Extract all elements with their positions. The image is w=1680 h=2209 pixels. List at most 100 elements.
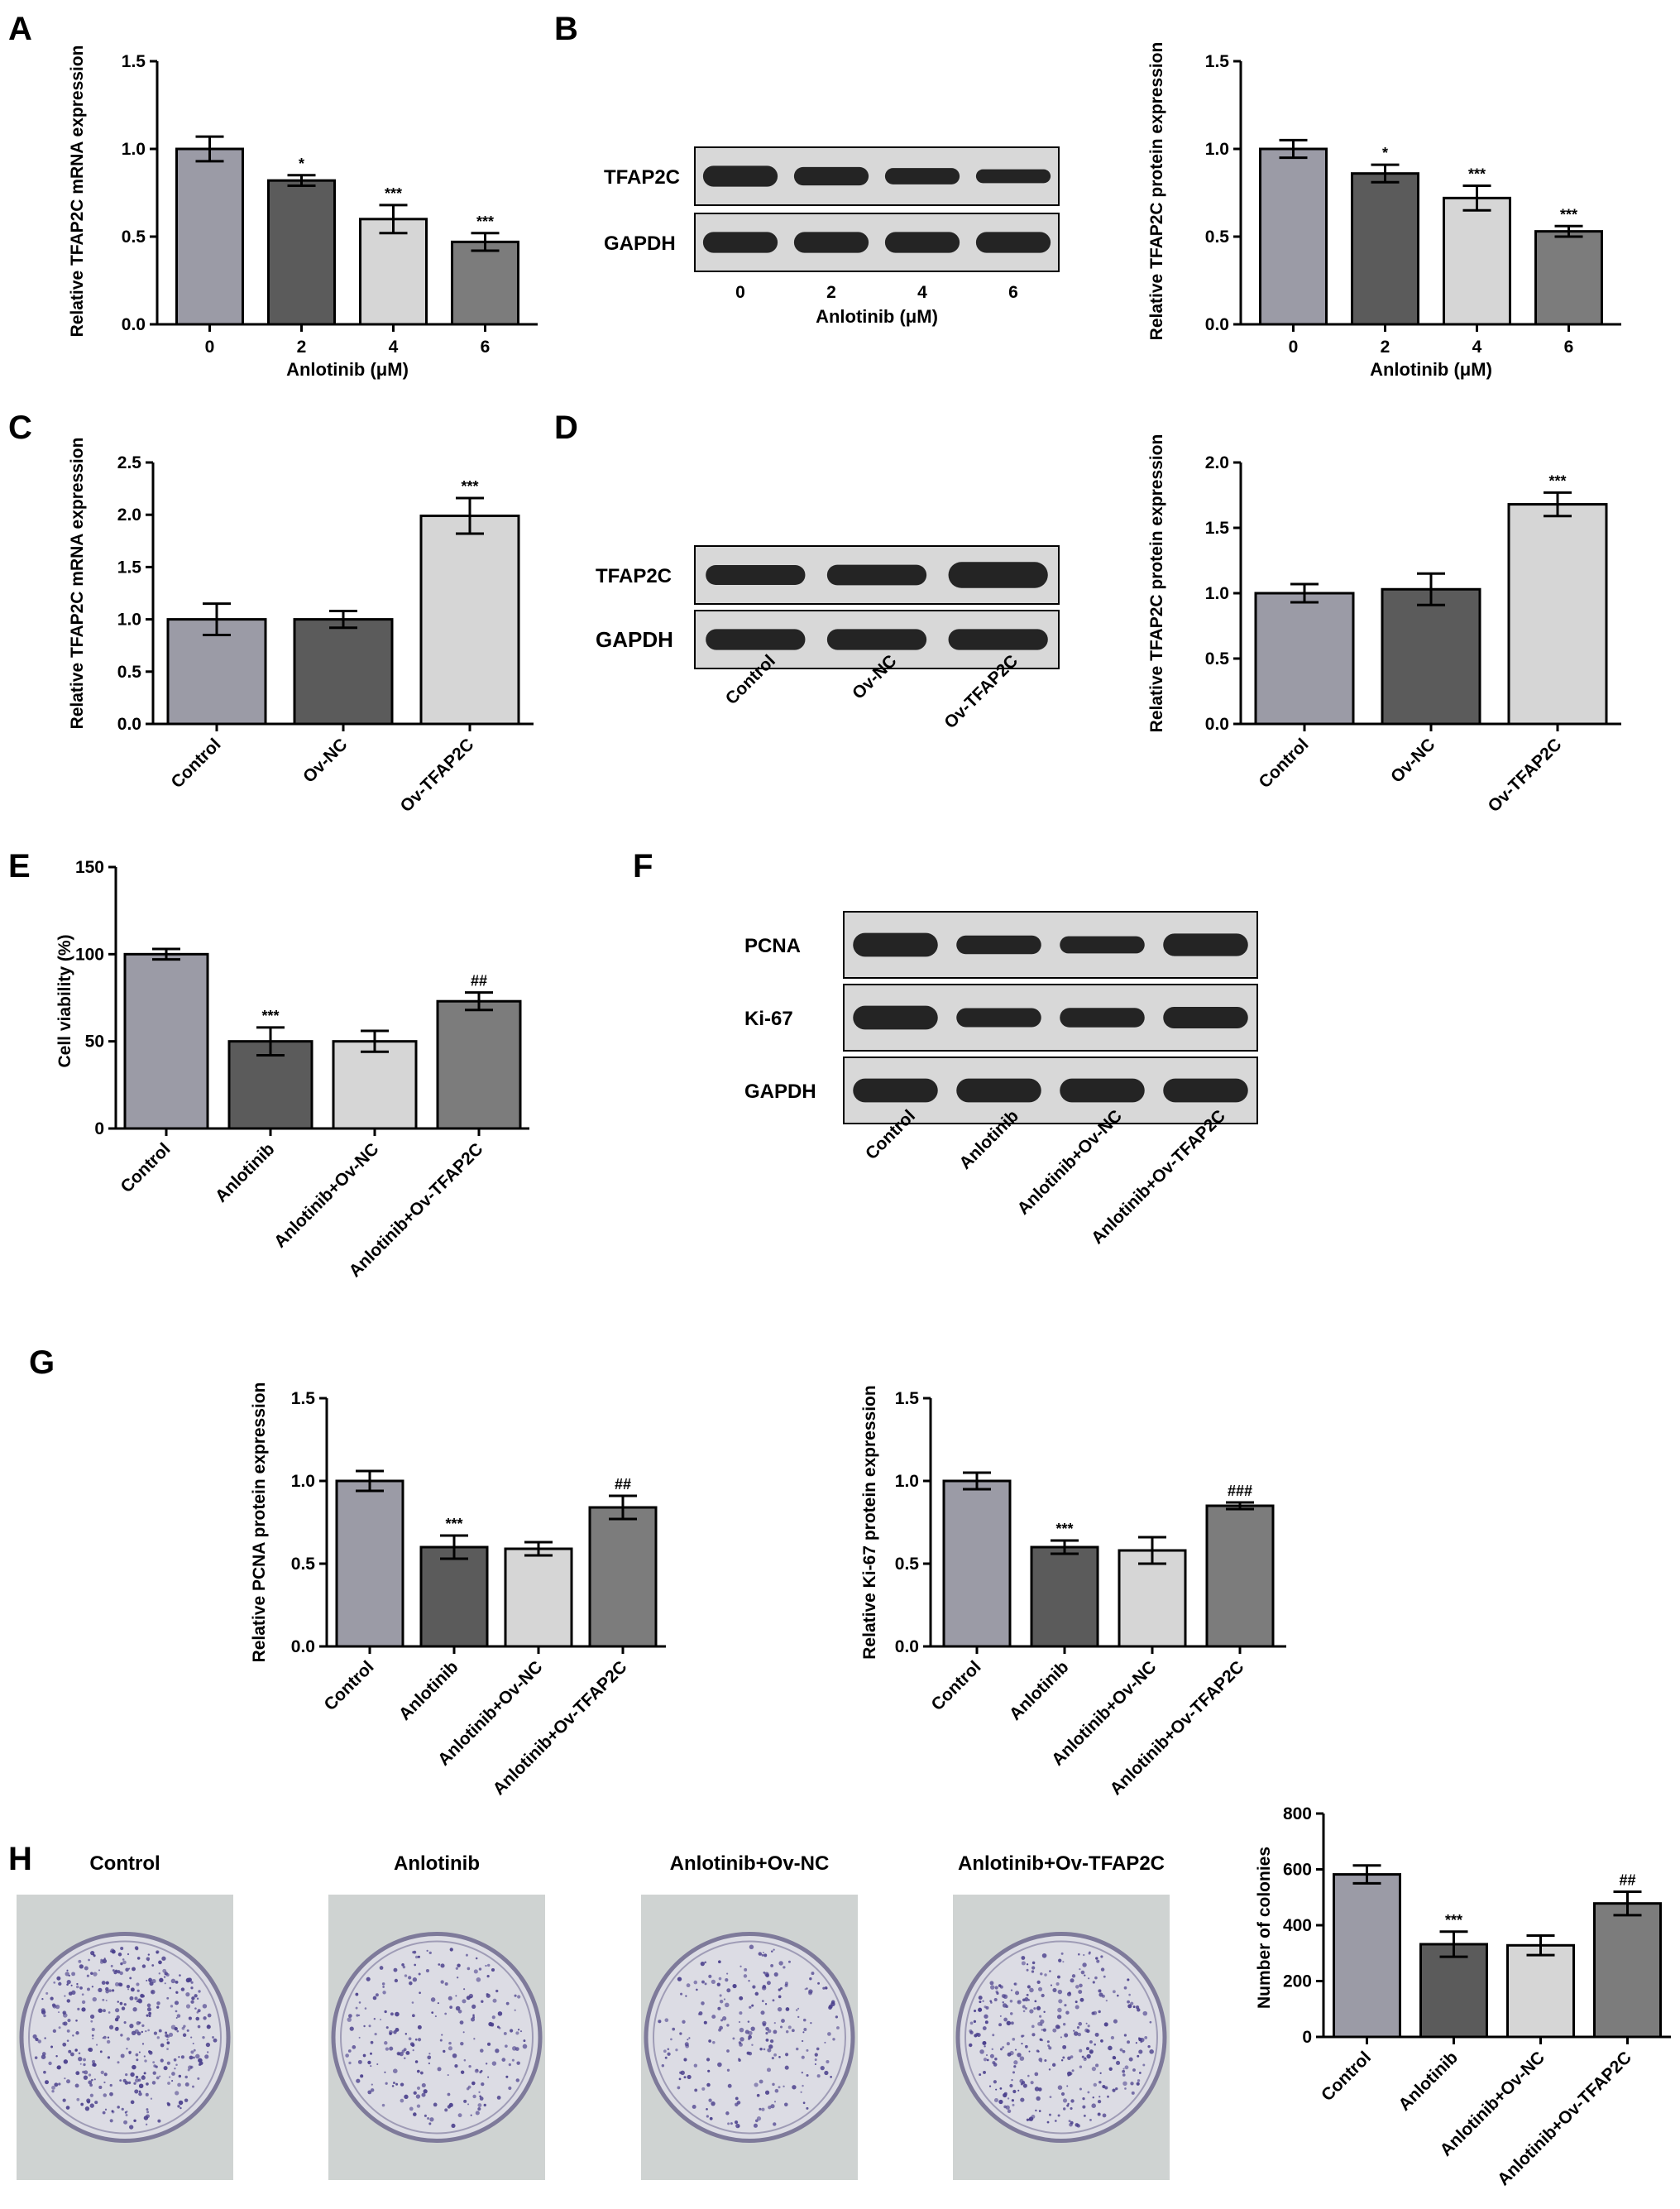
colony-dot: [1057, 2085, 1063, 2090]
colony-dot: [190, 2000, 194, 2004]
colony-dot: [1137, 2079, 1141, 2082]
colony-dot: [134, 2078, 139, 2083]
colony-dot: [1013, 2060, 1018, 2065]
colony-dot: [175, 2010, 178, 2013]
blot-band: [1060, 1008, 1145, 1028]
colony-dot: [44, 2037, 46, 2039]
x-tick-label: Anlotinib: [1006, 1657, 1073, 1724]
x-tick-label: Control: [117, 1139, 174, 1196]
blot-band: [1163, 1007, 1248, 1028]
colony-dot: [384, 2010, 387, 2014]
colony-dot: [765, 2038, 769, 2042]
colony-dot: [996, 1991, 999, 1995]
colony-dot: [198, 2058, 203, 2063]
colony-dot: [1006, 2020, 1012, 2026]
colony-dot: [801, 2071, 804, 2074]
colony-dot: [347, 2017, 352, 2022]
bar: [419, 514, 520, 726]
colony-dot: [163, 2066, 168, 2071]
colony-dot: [809, 1977, 812, 1981]
colony-dot: [1085, 2047, 1089, 2051]
colony-dot: [797, 2015, 800, 2019]
y-axis-label: Relative TFAP2C protein expression: [1147, 434, 1166, 733]
colony-dot: [148, 2011, 152, 2015]
colony-dot: [1062, 2098, 1068, 2103]
colony-dot: [1003, 2017, 1008, 2022]
colony-dot: [440, 1980, 444, 1984]
colony-dot: [783, 2085, 785, 2088]
colony-dot: [195, 2016, 200, 2021]
colony-dot: [762, 1985, 767, 1989]
colony-dot: [990, 2001, 993, 2004]
colony-dot: [413, 2091, 417, 2095]
colony-dot: [835, 2015, 839, 2019]
blot-row-label: TFAP2C: [604, 166, 680, 189]
colony-dot: [1031, 1961, 1036, 1965]
colony-dot: [1007, 2052, 1012, 2057]
colony-dot: [1098, 1992, 1103, 1997]
colony-dot: [1031, 2114, 1036, 2119]
colony-dot: [826, 2060, 830, 2064]
colony-dot: [1075, 2001, 1078, 2004]
colony-dot: [67, 2018, 71, 2023]
colony-dot: [112, 1969, 115, 1972]
significance-label: ***: [1548, 472, 1566, 489]
colony-dot: [773, 2122, 777, 2126]
colony-dot: [58, 2082, 61, 2086]
colony-dot: [738, 2020, 741, 2024]
colony-dot: [658, 2020, 662, 2024]
colony-dot: [754, 1991, 759, 1996]
colony-dot: [167, 2102, 171, 2106]
colony-dot: [349, 2026, 354, 2031]
colony-dot: [102, 1998, 105, 2001]
colony-dot: [126, 2037, 131, 2041]
colony-dot: [1039, 2015, 1042, 2018]
colony-dot: [1082, 2097, 1085, 2101]
colony-dot: [370, 2040, 374, 2044]
colony-dot: [425, 1969, 430, 1973]
colony-dot: [404, 2094, 409, 2100]
colony-dot: [1103, 2022, 1108, 2027]
colony-dot: [48, 2061, 52, 2066]
colony-dot: [492, 1998, 497, 2003]
y-tick-label: 2.0: [117, 506, 141, 525]
colony-dot: [211, 2036, 215, 2039]
colony-dot: [730, 2122, 733, 2125]
colony-dot: [1012, 2071, 1016, 2074]
colony-dot: [722, 2016, 727, 2021]
colony-dot: [159, 1977, 164, 1983]
colony-dot: [1035, 2109, 1037, 2112]
colony-dot: [158, 2029, 162, 2033]
colony-dot: [703, 2020, 707, 2025]
colony-dot: [360, 2074, 364, 2078]
colony-dot: [393, 1967, 398, 1972]
colony-dot: [687, 2039, 689, 2041]
colony-dot: [1060, 1952, 1064, 1955]
colony-dot: [64, 1995, 66, 1997]
colony-dot: [1082, 2105, 1086, 2109]
colony-dot: [748, 1979, 750, 1982]
colony-dot: [409, 2042, 414, 2047]
colony-dot: [146, 2114, 150, 2119]
colony-dot: [718, 1960, 721, 1963]
colony-dot: [101, 1981, 106, 1985]
colony-dot: [1056, 2015, 1062, 2020]
colony-dot: [66, 1979, 71, 1985]
colony-dot: [990, 1985, 995, 1990]
colony-dot: [352, 2045, 357, 2049]
colony-dot: [51, 2085, 55, 2090]
colony-dot: [109, 2092, 113, 2096]
colony-dot: [156, 2005, 160, 2009]
colony-dot: [1029, 1987, 1034, 1993]
colony-dot: [1102, 2113, 1107, 2118]
x-tick-label: Control: [1318, 2048, 1375, 2105]
colony-dot: [478, 1967, 482, 1971]
colony-dot: [457, 1963, 461, 1967]
panel-label-g: G: [29, 1344, 55, 1381]
colony-dot: [400, 2098, 404, 2103]
plate-label: Anlotinib+Ov-TFAP2C: [958, 1852, 1165, 1875]
colony-dot: [467, 1967, 471, 1971]
y-tick-label: 0.5: [1205, 228, 1230, 247]
colony-dot: [417, 2038, 422, 2042]
